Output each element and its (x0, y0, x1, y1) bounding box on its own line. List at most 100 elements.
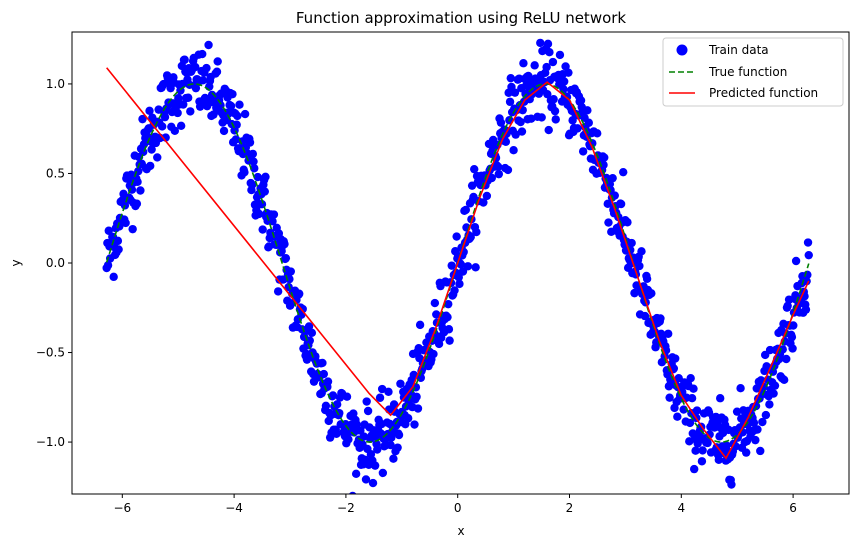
train-data-point (386, 440, 395, 450)
train-data-point (703, 438, 712, 448)
train-data-point (458, 267, 468, 276)
x-axis: −6 −4 −2 0 2 4 6 (113, 494, 797, 515)
train-data-point (555, 50, 565, 60)
train-data-point (393, 443, 402, 452)
train-data-point (445, 336, 454, 345)
train-data-point (716, 394, 725, 403)
train-data-point (479, 198, 488, 207)
train-data-point (545, 48, 554, 57)
train-data-point (286, 267, 295, 276)
train-data-point (258, 225, 267, 234)
train-data-point (240, 109, 250, 119)
train-data-point (412, 392, 421, 401)
train-data-point (756, 446, 765, 456)
train-data-point (770, 381, 780, 390)
train-data-point (191, 62, 200, 72)
train-data-point (698, 446, 707, 455)
train-data-point (348, 491, 357, 494)
train-data-point (260, 187, 269, 196)
train-data-point (727, 480, 736, 489)
x-tick-label: 0 (454, 501, 462, 515)
train-data-point (647, 289, 656, 298)
train-data-point (213, 57, 222, 66)
train-data-point (455, 279, 464, 289)
y-tick-label: 1.0 (46, 77, 65, 91)
train-data-point (269, 210, 279, 219)
train-data-point (153, 153, 162, 162)
train-data-point (544, 125, 553, 135)
legend-box (662, 37, 844, 107)
train-data-point (304, 322, 314, 331)
train-data-point (261, 172, 270, 181)
train-data-point (396, 379, 405, 388)
train-data-point (692, 406, 702, 415)
train-data-point (516, 117, 525, 127)
train-data-point (543, 39, 553, 49)
train-data-point (254, 209, 264, 219)
train-data-point (640, 311, 650, 321)
train-data-point (432, 310, 441, 319)
train-data-point (219, 126, 229, 136)
train-data-point (630, 288, 639, 298)
y-tick-label: −0.5 (36, 346, 65, 360)
train-data-point (466, 232, 475, 242)
train-data-point (248, 149, 258, 159)
train-data-point (526, 114, 536, 123)
train-data-point (179, 100, 188, 109)
x-axis-label: x (457, 524, 464, 538)
train-data-point (344, 435, 353, 444)
train-data-point (176, 121, 186, 130)
train-data-point (732, 407, 742, 416)
train-data-point (635, 261, 644, 271)
train-data-point (323, 377, 333, 386)
train-data-point (593, 129, 602, 138)
train-data-point (510, 88, 520, 97)
train-data-point (198, 76, 208, 85)
train-data-point (584, 118, 593, 127)
train-data-point (588, 139, 597, 148)
train-data-point (663, 329, 673, 338)
predicted-function-line (106, 67, 810, 460)
train-data-point (608, 173, 617, 183)
train-data-point (765, 400, 774, 409)
y-axis-label: y (9, 259, 23, 266)
y-tick-label: −1.0 (36, 435, 65, 449)
train-data-point (415, 320, 425, 330)
train-data-point (642, 274, 652, 284)
train-data-point (361, 475, 371, 484)
train-data-point (363, 406, 373, 416)
x-tick-label: 4 (677, 501, 685, 515)
train-data-point (280, 239, 289, 249)
train-data-point (115, 222, 124, 231)
train-data-point (604, 218, 613, 227)
train-data-point (769, 389, 778, 398)
train-data-point (686, 374, 695, 383)
train-data-point (186, 107, 195, 116)
train-data-point (685, 418, 695, 428)
train-data-point (136, 186, 145, 195)
train-data-point (235, 100, 244, 109)
train-data-point (753, 425, 762, 434)
train-data-point (689, 384, 698, 393)
train-data-point (228, 89, 237, 99)
train-data-point (559, 77, 569, 86)
train-data-point (564, 68, 573, 77)
train-data-point (550, 106, 560, 116)
train-data-point (501, 137, 511, 146)
x-tick-label: 6 (789, 501, 797, 515)
train-data-point (749, 418, 759, 427)
train-data-point (103, 261, 113, 270)
train-data-point (599, 160, 608, 170)
x-tick-label: −6 (113, 501, 131, 515)
train-data-point (603, 199, 612, 209)
train-data-point (758, 417, 767, 427)
train-data-point (804, 250, 813, 260)
train-data-point (782, 354, 791, 364)
train-data-point (173, 108, 182, 118)
train-data-point (536, 38, 545, 48)
train-data-point (281, 253, 291, 263)
train-data-point (471, 263, 480, 272)
train-data-point (673, 412, 682, 421)
train-data-point (505, 97, 515, 106)
train-data-point (298, 304, 307, 314)
